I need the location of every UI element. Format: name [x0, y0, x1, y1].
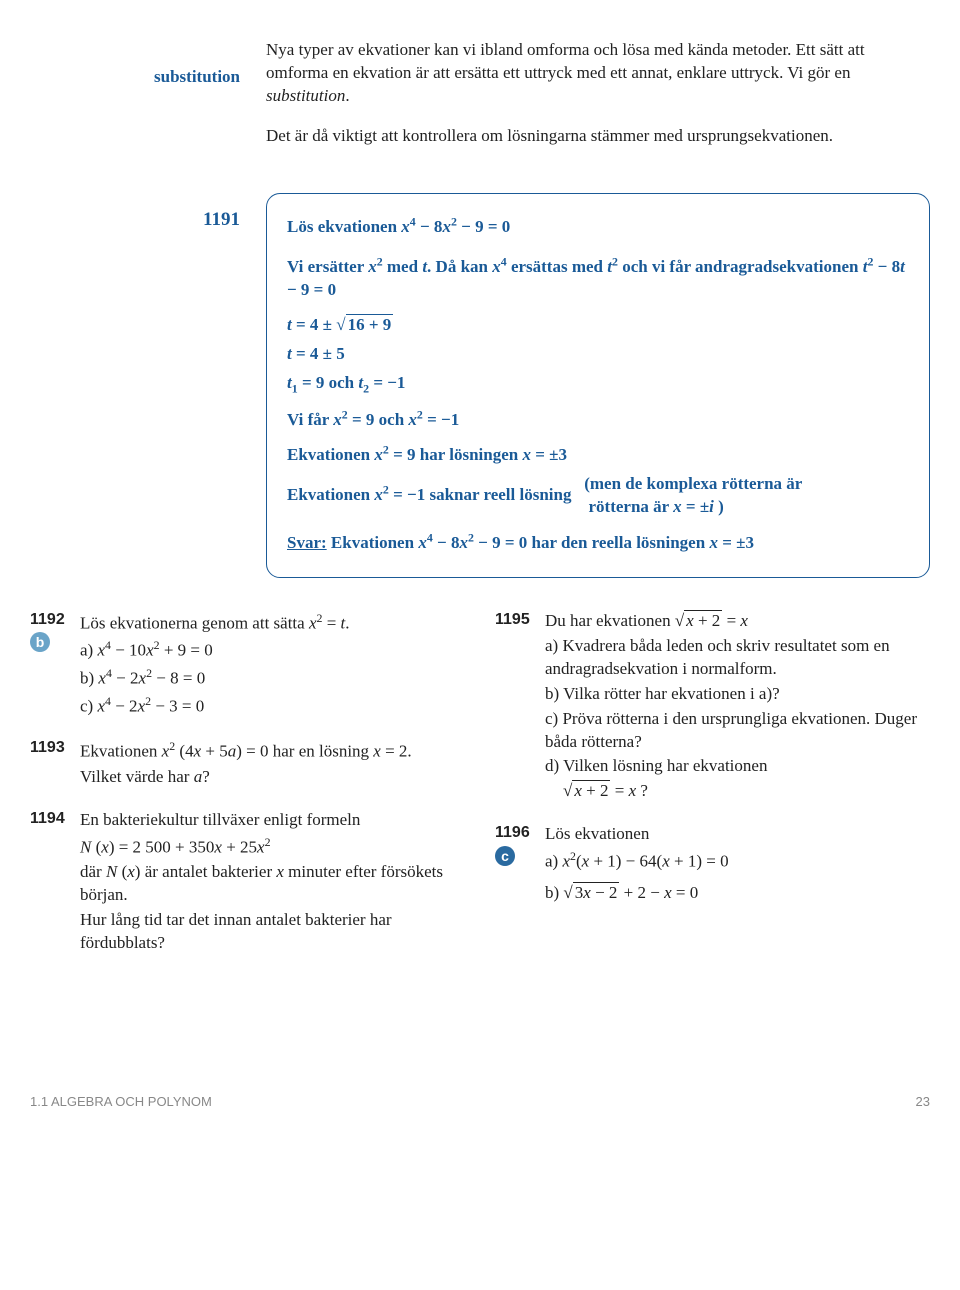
badge-b-icon: b: [30, 632, 50, 652]
ex-t1: t = 4 ± 16 + 9: [287, 314, 909, 337]
ex-num: 1192 b: [30, 608, 80, 720]
ex-1196: 1196 c Lös ekvationen a) x2(x + 1) − 64(…: [495, 821, 930, 906]
ex-ek1: Ekvationen x2 = 9 har lösningen x = ±3: [287, 442, 909, 468]
ex-body: Lös ekvationen a) x2(x + 1) − 64(x + 1) …: [545, 821, 930, 906]
ex-num: 1196 c: [495, 821, 545, 906]
ex-num: 1193: [30, 736, 80, 791]
ex-body: Lös ekvationerna genom att sätta x2 = t.…: [80, 608, 465, 720]
example-number: 1191: [30, 193, 266, 578]
ex-1195: 1195 Du har ekvationen x + 2 = x a) Kvad…: [495, 608, 930, 806]
footer-left: 1.1 ALGEBRA OCH POLYNOM: [30, 1093, 212, 1111]
col-left: 1192 b Lös ekvationerna genom att sätta …: [30, 608, 465, 973]
ex-ek2: Ekvationen x2 = −1 saknar reell lösning …: [287, 473, 909, 519]
ex-body: Ekvationen x2 (4x + 5a) = 0 har en lösni…: [80, 736, 465, 791]
intro-block: substitution Nya typer av ekvationer kan…: [30, 22, 930, 165]
intro-p2: Det är då viktigt att kontrollera om lös…: [266, 125, 930, 148]
ex-num: 1195: [495, 608, 545, 806]
ex-line1: Vi ersätter x2 med t. Då kan x4 ersättas…: [287, 253, 909, 302]
ex-svar: Svar: Ekvationen x4 − 8x2 − 9 = 0 har de…: [287, 529, 909, 555]
page-footer: 1.1 ALGEBRA OCH POLYNOM 23: [30, 1093, 930, 1131]
ex-title: Lös ekvationen x4 − 8x2 − 9 = 0: [287, 214, 909, 240]
ex-1193: 1193 Ekvationen x2 (4x + 5a) = 0 har en …: [30, 736, 465, 791]
intro-body: Nya typer av ekvationer kan vi ibland om…: [266, 22, 930, 165]
example-box: Lös ekvationen x4 − 8x2 − 9 = 0 Vi ersät…: [266, 193, 930, 578]
col-right: 1195 Du har ekvationen x + 2 = x a) Kvad…: [495, 608, 930, 973]
ex-body: Du har ekvationen x + 2 = x a) Kvadrera …: [545, 608, 930, 806]
footer-right: 23: [916, 1093, 930, 1111]
ex-t3: t1 = 9 och t2 = −1: [287, 372, 909, 396]
intro-p1: Nya typer av ekvationer kan vi ibland om…: [266, 39, 930, 108]
ex-1192: 1192 b Lös ekvationerna genom att sätta …: [30, 608, 465, 720]
example-1191: 1191 Lös ekvationen x4 − 8x2 − 9 = 0 Vi …: [30, 193, 930, 578]
ex-vf: Vi får x2 = 9 och x2 = −1: [287, 406, 909, 432]
badge-c-icon: c: [495, 846, 515, 866]
ex-body: En bakteriekultur tillväxer enligt forme…: [80, 807, 465, 957]
margin-label: substitution: [30, 22, 266, 165]
ex-num: 1194: [30, 807, 80, 957]
ex-t2: t = 4 ± 5: [287, 343, 909, 366]
exercises: 1192 b Lös ekvationerna genom att sätta …: [30, 608, 930, 973]
ex-1194: 1194 En bakteriekultur tillväxer enligt …: [30, 807, 465, 957]
